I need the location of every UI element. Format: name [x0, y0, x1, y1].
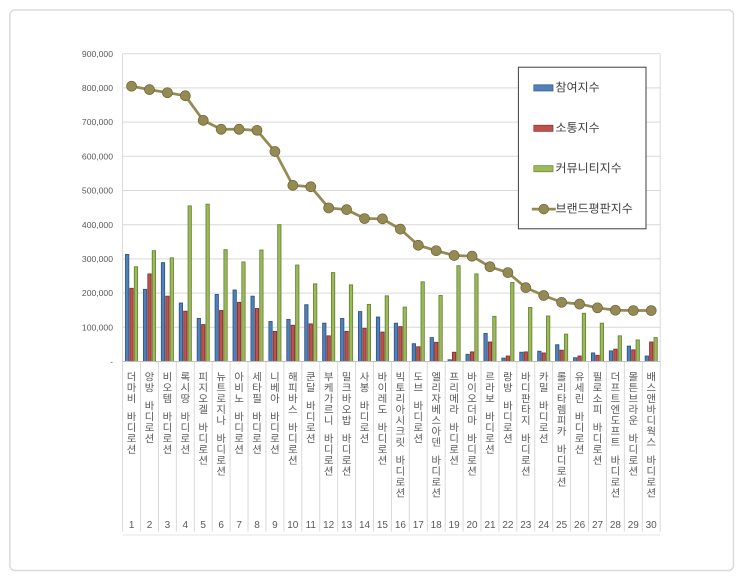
svg-text:30: 30 — [646, 520, 658, 531]
svg-text:2: 2 — [147, 520, 153, 531]
svg-text:900,000: 900,000 — [82, 49, 113, 59]
svg-text:8: 8 — [254, 520, 260, 531]
svg-text:3: 3 — [165, 520, 171, 531]
svg-text:14: 14 — [359, 520, 371, 531]
svg-text:700,000: 700,000 — [82, 117, 113, 127]
svg-text:800,000: 800,000 — [82, 83, 113, 93]
svg-text:400,000: 400,000 — [82, 220, 113, 230]
svg-text:5: 5 — [200, 520, 206, 531]
svg-text:100,000: 100,000 — [82, 322, 113, 332]
svg-text:10: 10 — [287, 520, 299, 531]
svg-text:17: 17 — [413, 520, 425, 531]
svg-text:9: 9 — [272, 520, 278, 531]
svg-text:29: 29 — [628, 520, 640, 531]
svg-text:4: 4 — [183, 520, 189, 531]
svg-text:25: 25 — [556, 520, 568, 531]
svg-text:200,000: 200,000 — [82, 288, 113, 298]
svg-text:500,000: 500,000 — [82, 186, 113, 196]
svg-text:24: 24 — [538, 520, 550, 531]
svg-text:600,000: 600,000 — [82, 151, 113, 161]
svg-text:-: - — [110, 357, 113, 367]
svg-text:19: 19 — [449, 520, 461, 531]
svg-text:18: 18 — [431, 520, 443, 531]
svg-text:20: 20 — [466, 520, 478, 531]
svg-text:300,000: 300,000 — [82, 254, 113, 264]
svg-text:23: 23 — [520, 520, 532, 531]
svg-text:11: 11 — [306, 520, 317, 531]
svg-text:28: 28 — [610, 520, 622, 531]
svg-text:27: 27 — [592, 520, 604, 531]
svg-text:22: 22 — [502, 520, 514, 531]
svg-text:1: 1 — [129, 520, 135, 531]
svg-text:12: 12 — [323, 520, 335, 531]
svg-text:7: 7 — [236, 520, 242, 531]
svg-text:16: 16 — [395, 520, 407, 531]
svg-text:13: 13 — [341, 520, 353, 531]
svg-text:21: 21 — [484, 520, 496, 531]
svg-text:15: 15 — [377, 520, 389, 531]
svg-text:6: 6 — [218, 520, 224, 531]
svg-text:26: 26 — [574, 520, 586, 531]
